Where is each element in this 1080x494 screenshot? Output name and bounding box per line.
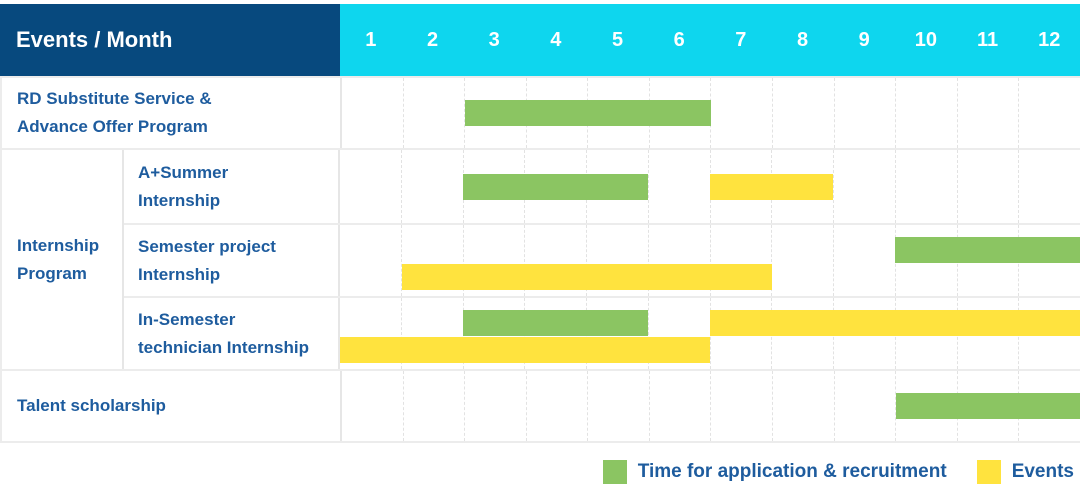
month-cell bbox=[710, 371, 772, 441]
month-cell bbox=[587, 371, 649, 441]
gantt-bar-event-m7-m8 bbox=[710, 173, 834, 200]
month-cell bbox=[464, 371, 526, 441]
timeline-semester-project bbox=[338, 225, 1080, 296]
month-header-7: 7 bbox=[735, 28, 747, 51]
month-cell bbox=[464, 78, 526, 148]
month-cell bbox=[772, 371, 834, 441]
month-cell bbox=[462, 225, 525, 296]
month-cell bbox=[833, 225, 895, 296]
row-label-a-plus-summer: A+Summer Internship bbox=[138, 162, 229, 210]
gantt-bar-application-m3-m5 bbox=[463, 173, 649, 200]
month-cell bbox=[956, 78, 1019, 148]
month-cell bbox=[709, 298, 772, 369]
header-events-month-cell: Events / Month bbox=[0, 4, 340, 76]
month-header-8: 8 bbox=[796, 28, 809, 51]
timeline-talent-scholarship bbox=[340, 371, 1080, 441]
month-cell bbox=[1018, 150, 1080, 223]
gantt-bar-event-m7-m12 bbox=[710, 310, 1080, 336]
month-header-6: 6 bbox=[673, 28, 685, 51]
month-cell bbox=[956, 150, 1019, 223]
legend: Time for application & recruitment Event… bbox=[0, 460, 1080, 484]
gantt-bar-application-m3-m5 bbox=[463, 310, 649, 336]
month-cell bbox=[1018, 78, 1080, 148]
legend-label-application: Time for application & recruitment bbox=[637, 461, 947, 482]
group-label-internship-program: Internship Program bbox=[0, 150, 124, 369]
table-row: In-Semester technician Internship bbox=[124, 296, 1080, 369]
month-header-3: 3 bbox=[488, 28, 500, 51]
month-cell bbox=[462, 298, 525, 369]
month-cell bbox=[342, 78, 403, 148]
month-cell bbox=[400, 150, 463, 223]
month-cell bbox=[524, 225, 586, 296]
gantt-bar-event-m2-m7 bbox=[401, 264, 772, 290]
schedule-table: Events / Month 1 2 3 4 5 6 7 8 9 10 11 12 RD Substi… bbox=[0, 4, 1080, 443]
gantt-bar-application-m3-m6 bbox=[465, 100, 711, 126]
timeline-in-semester bbox=[338, 298, 1080, 369]
month-cell bbox=[400, 298, 463, 369]
month-header-2: 2 bbox=[426, 28, 439, 51]
month-cell bbox=[771, 225, 833, 296]
month-cell bbox=[833, 371, 896, 441]
header-months: 1 2 3 4 5 6 7 8 9 10 11 12 bbox=[340, 4, 1080, 76]
gantt-bar-event-m1-m6 bbox=[340, 337, 710, 363]
month-header-10: 10 bbox=[914, 28, 937, 51]
month-cell bbox=[833, 78, 896, 148]
timeline-a-plus-summer bbox=[338, 150, 1080, 223]
month-cell bbox=[342, 371, 403, 441]
row-label-semester-project: Semester project Internship bbox=[138, 236, 276, 284]
legend-item-events: Events bbox=[976, 460, 1074, 484]
month-cell bbox=[340, 150, 401, 223]
table-row: Semester project Internship bbox=[124, 223, 1080, 296]
month-header-5: 5 bbox=[611, 28, 624, 51]
row-label-in-semester: In-Semester technician Internship bbox=[138, 309, 309, 357]
month-cell bbox=[833, 150, 895, 223]
month-cell bbox=[586, 225, 648, 296]
month-cell bbox=[402, 78, 465, 148]
month-cell bbox=[648, 371, 711, 441]
month-cell bbox=[710, 78, 772, 148]
table-header-row: Events / Month 1 2 3 4 5 6 7 8 9 10 11 12 bbox=[0, 4, 1080, 76]
month-cell bbox=[895, 78, 957, 148]
month-cell bbox=[340, 225, 401, 296]
legend-label-events: Events bbox=[1011, 461, 1074, 482]
table-row: A+Summer Internship bbox=[124, 150, 1080, 223]
timeline-rd-substitute bbox=[340, 78, 1080, 148]
month-header-12: 12 bbox=[1038, 28, 1061, 51]
month-cell bbox=[709, 225, 772, 296]
month-cell bbox=[400, 225, 463, 296]
green-swatch-icon bbox=[602, 460, 627, 484]
month-cell bbox=[772, 78, 834, 148]
row-label-talent-scholarship: Talent scholarship bbox=[0, 371, 340, 441]
month-cell bbox=[647, 225, 710, 296]
gantt-bar-application-m10-m12 bbox=[895, 393, 1080, 419]
month-cell bbox=[647, 150, 710, 223]
month-cell bbox=[525, 371, 588, 441]
yellow-swatch-icon bbox=[976, 460, 1001, 484]
month-header-1: 1 bbox=[365, 28, 377, 51]
month-cell bbox=[894, 150, 957, 223]
legend-item-application: Time for application & recruitment bbox=[602, 460, 947, 484]
month-cell bbox=[462, 150, 525, 223]
gantt-bar-application-m10-m12 bbox=[895, 237, 1080, 263]
internship-program-group: Internship Program A+Summer Internship S… bbox=[0, 148, 1080, 369]
table-row: Talent scholarship bbox=[0, 369, 1080, 441]
table-row: RD Substitute Service & Advance Offer Pr… bbox=[0, 76, 1080, 148]
internship-program-rows: A+Summer Internship Semester project Int… bbox=[124, 150, 1080, 369]
row-label-rd-substitute: RD Substitute Service & Advance Offer Pr… bbox=[0, 78, 340, 148]
month-header-4: 4 bbox=[550, 28, 562, 51]
month-header-11: 11 bbox=[976, 28, 999, 51]
month-cell bbox=[402, 371, 465, 441]
month-cell bbox=[709, 150, 772, 223]
month-header-9: 9 bbox=[858, 28, 870, 51]
